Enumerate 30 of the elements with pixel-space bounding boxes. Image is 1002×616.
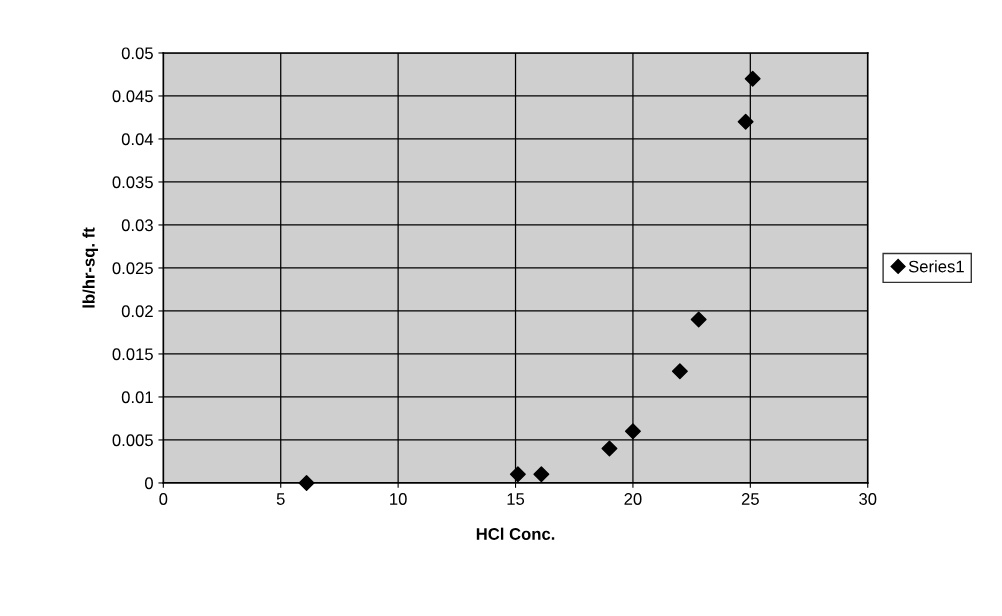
x-axis-title: HCl Conc. xyxy=(476,527,555,540)
y-tick-label: 0 xyxy=(144,477,153,490)
point xyxy=(509,466,526,483)
y-tick-label: 0.045 xyxy=(112,90,153,103)
point xyxy=(671,363,688,380)
x-tick-label: 15 xyxy=(507,493,525,505)
y-tick-label: 0.01 xyxy=(121,391,153,404)
x-tick-label: 0 xyxy=(159,493,168,505)
y-tick-label: 0.035 xyxy=(112,176,153,189)
point xyxy=(690,311,707,328)
x-tick-label: 5 xyxy=(276,493,285,505)
x-tick-label: 10 xyxy=(390,493,407,505)
y-tick-label: 0.02 xyxy=(121,305,153,318)
point xyxy=(624,423,641,440)
y-tick-label: 0.025 xyxy=(112,262,153,275)
point xyxy=(298,474,315,491)
point xyxy=(533,466,550,483)
point xyxy=(744,70,761,87)
x-tick-label: 20 xyxy=(624,493,642,505)
y-tick-label: 0.04 xyxy=(121,133,154,146)
point xyxy=(601,440,618,457)
x-tick-label: 30 xyxy=(859,493,877,505)
y-axis-title: lb/hr-sq. ft xyxy=(82,227,99,308)
y-tick-label: 0.015 xyxy=(112,348,153,361)
legend-label: Series1 xyxy=(908,260,964,273)
y-tick-label: 0.05 xyxy=(121,47,153,60)
y-tick-label: 0.005 xyxy=(112,434,153,447)
point xyxy=(737,113,754,130)
y-tick-label: 0.03 xyxy=(121,219,153,232)
x-tick-label: 25 xyxy=(741,493,759,505)
